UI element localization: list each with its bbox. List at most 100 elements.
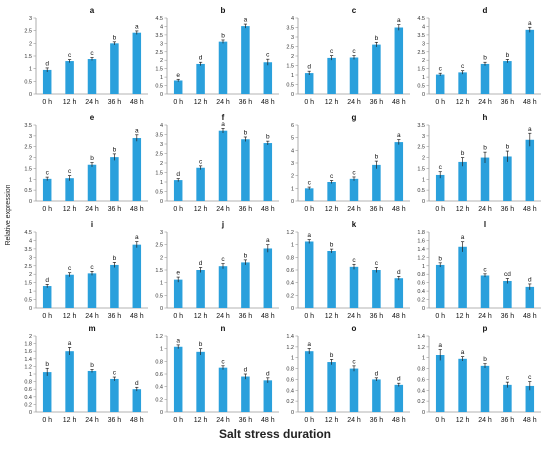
x-tick-label: 0 h [173, 99, 183, 106]
significance-letter: c [352, 48, 356, 55]
significance-letter: c [439, 164, 443, 171]
significance-letter: d [244, 367, 248, 374]
bar [525, 29, 535, 95]
y-tick-label: 4 [160, 24, 163, 30]
panel-title-f: f [222, 113, 225, 122]
significance-letter: c [68, 265, 72, 272]
x-tick-label: 24 h [216, 99, 230, 106]
y-tick-label: 2.5 [155, 152, 163, 158]
y-tick-label: 2 [291, 54, 294, 60]
bar [435, 355, 445, 412]
y-tick-label: 1.8 [24, 342, 32, 348]
significance-letter: c [113, 370, 117, 377]
y-tick-label: 1 [422, 356, 425, 362]
y-tick-label: 1.5 [24, 166, 32, 172]
panel-title-m: m [88, 324, 95, 333]
y-tick-label: 1.5 [417, 67, 425, 73]
x-tick-label: 24 h [216, 206, 230, 213]
bar [327, 57, 336, 94]
y-tick-label: 3 [291, 35, 294, 41]
bar [503, 280, 512, 308]
y-tick-label: 1.5 [24, 54, 32, 60]
y-tick-label: 0.4 [286, 281, 294, 287]
y-tick-label: 1.8 [417, 230, 425, 236]
y-tick-label: 0.5 [24, 298, 32, 304]
significance-letter: a [461, 234, 465, 241]
y-tick-label: 3 [160, 142, 163, 148]
y-tick-label: 2.5 [417, 145, 425, 151]
y-tick-label: 4 [29, 238, 32, 244]
bar [435, 264, 445, 308]
x-tick-label: 0 h [173, 206, 183, 213]
significance-letter: d [397, 376, 401, 383]
y-tick-label: 1.4 [417, 334, 425, 340]
significance-letter: b [266, 134, 270, 141]
y-tick-label: 1 [422, 75, 425, 81]
y-tick-label: 0.2 [417, 298, 425, 304]
significance-letter: c [461, 63, 465, 70]
significance-letter: e [176, 72, 180, 79]
bar [372, 44, 381, 94]
y-tick-label: 3 [29, 255, 32, 261]
x-tick-label: 0 h [304, 99, 314, 106]
x-tick-label: 48 h [523, 206, 537, 213]
y-tick-label: 0.5 [24, 79, 32, 85]
y-tick-label: 0.6 [417, 377, 425, 383]
y-tick-label: 1.6 [24, 349, 32, 355]
significance-letter: a [528, 126, 532, 133]
x-tick-label: 0 h [173, 313, 183, 320]
x-tick-label: 48 h [130, 417, 144, 424]
bar [241, 26, 250, 94]
x-tick-label: 36 h [239, 206, 253, 213]
significance-letter: a [307, 341, 311, 348]
y-tick-label: 0.4 [286, 388, 294, 394]
x-tick-label: 36 h [501, 417, 515, 424]
bar [349, 178, 359, 201]
y-tick-label: 1.5 [155, 67, 163, 73]
y-tick-label: 0.5 [155, 84, 163, 90]
y-tick-label: 2 [29, 41, 32, 47]
significance-letter: c [266, 52, 270, 59]
x-tick-label: 48 h [392, 99, 406, 106]
y-tick-label: 0 [29, 92, 32, 98]
bar [196, 63, 205, 94]
panel-title-b: b [221, 6, 226, 15]
x-tick-label: 12 h [194, 417, 208, 424]
significance-letter: d [375, 370, 379, 377]
y-tick-label: 1 [291, 73, 294, 79]
y-tick-label: 1.5 [155, 268, 163, 274]
bar [480, 275, 490, 308]
significance-letter: c [221, 358, 225, 365]
x-tick-label: 48 h [392, 206, 406, 213]
bar [372, 164, 381, 201]
panel-title-a: a [90, 6, 95, 15]
y-tick-label: 2.5 [155, 243, 163, 249]
bar [304, 241, 314, 308]
y-tick-label: 0.8 [286, 367, 294, 373]
x-tick-label: 48 h [130, 313, 144, 320]
y-tick-label: 1.2 [286, 345, 294, 351]
y-tick-label: 3 [29, 134, 32, 140]
significance-letter: d [397, 269, 401, 276]
significance-letter: b [90, 362, 94, 369]
panel-title-l: l [484, 220, 486, 229]
x-tick-label: 36 h [108, 206, 122, 213]
y-tick-label: 0.6 [155, 372, 163, 378]
panel-title-h: h [483, 113, 488, 122]
y-tick-label: 0.6 [286, 268, 294, 274]
panel-title-n: n [221, 324, 226, 333]
bar [218, 367, 228, 412]
bar [241, 262, 250, 308]
y-tick-label: 0.2 [24, 402, 32, 408]
x-tick-label: 12 h [456, 313, 470, 320]
significance-letter: b [506, 144, 510, 151]
significance-letter: a [68, 340, 72, 347]
significance-letter: a [221, 121, 225, 128]
x-tick-label: 12 h [325, 99, 339, 106]
y-tick-label: 4 [160, 123, 163, 129]
significance-letter: d [45, 277, 49, 284]
x-tick-label: 48 h [261, 206, 275, 213]
bar [173, 180, 183, 201]
y-tick-label: 0.2 [286, 293, 294, 299]
significance-letter: d [45, 60, 49, 67]
